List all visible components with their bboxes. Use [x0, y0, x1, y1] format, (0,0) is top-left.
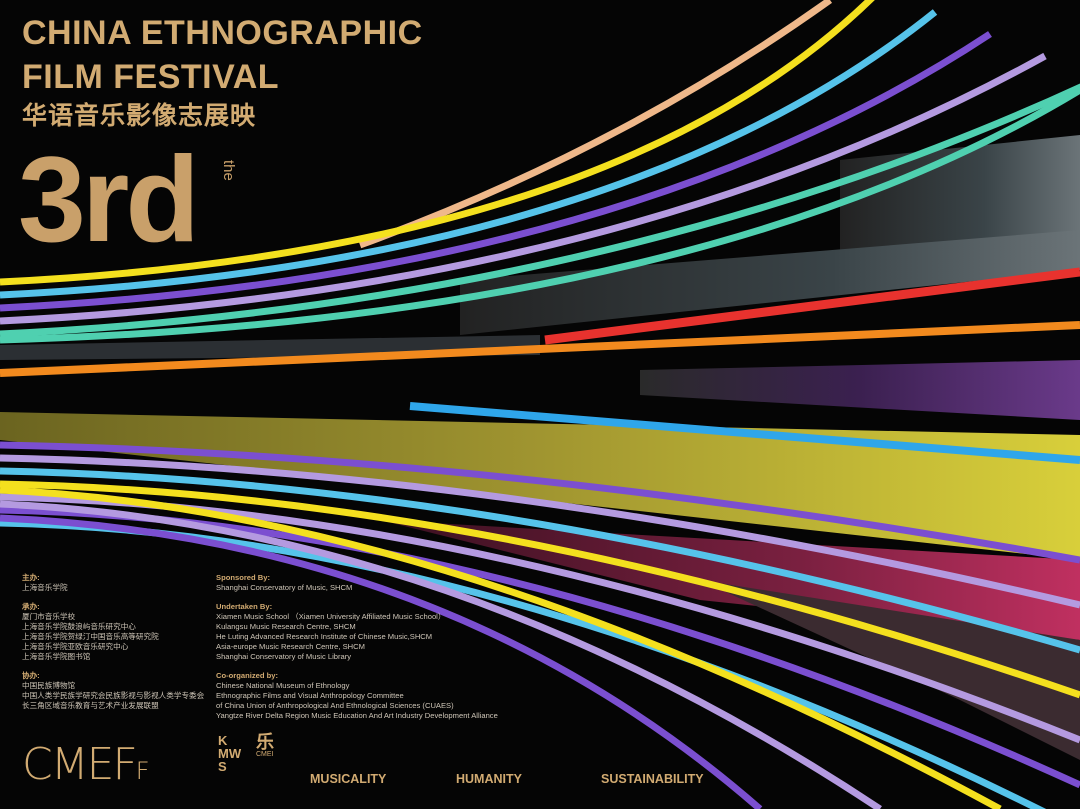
credits-english: Sponsored By: Shanghai Conservatory of Mu…	[216, 573, 498, 721]
credits-heading: 承办:	[22, 602, 40, 611]
stripe-peach	[358, 0, 833, 249]
stripe-lower	[0, 486, 1002, 809]
stripe-lower	[0, 454, 1080, 609]
credits-line: 中国人类学民族学研究会民族影视与影视人类学专委会	[22, 691, 205, 700]
tagline-musicality: MUSICALITY	[310, 772, 387, 786]
edition-number: 3rd	[18, 131, 200, 267]
film-strip	[460, 230, 1080, 335]
stripe-lower	[0, 467, 1080, 654]
credits-chinese: 主办: 上海音乐学院 承办: 厦门市音乐学校 上海音乐学院鼓浪屿音乐研究中心 上海音乐学院…	[22, 573, 210, 711]
stripe-upper	[0, 0, 875, 286]
credits-heading: Undertaken By:	[216, 602, 273, 611]
credits-line: Shanghai Conservatory of Music Library	[216, 652, 352, 661]
credits-line: Asia-europe Music Research Centre, SHCM	[216, 642, 365, 651]
tagline-sustainability: SUSTAINABILITY	[601, 772, 704, 786]
film-strip	[640, 360, 1080, 420]
credits-line: He Luting Advanced Research Institute of…	[216, 632, 433, 641]
stripe-blue	[409, 402, 1080, 464]
credits-heading: 协办:	[22, 671, 40, 680]
stripe-upper	[0, 9, 938, 299]
title-line-2: FILM FESTIVAL	[22, 58, 280, 96]
le-logo: 乐 CMEI	[256, 732, 274, 758]
title-chinese: 华语音乐影像志展映	[22, 101, 257, 130]
credits-line: 长三角区域音乐教育与艺术产业发展联盟	[22, 701, 159, 710]
stripe-upper	[0, 83, 1080, 338]
kmws-logo: K MW S	[218, 733, 242, 774]
credits-heading: Sponsored By:	[216, 573, 271, 582]
credits-line: 中国民族博物馆	[22, 681, 76, 690]
stripe-orange	[0, 321, 1080, 377]
stripe-red	[544, 267, 1080, 345]
credits-line: 上海音乐学院贺绿汀中国音乐高等研究院	[22, 632, 159, 641]
credits-line: 上海音乐学院	[22, 583, 68, 592]
cmeff-logo: CMEFF	[22, 739, 150, 790]
credits-line: Yangtze River Delta Region Music Educati…	[216, 711, 498, 720]
credits-heading: Co-organized by:	[216, 671, 279, 680]
credits-line: 上海音乐学院图书馆	[22, 652, 91, 661]
credits-line: 上海音乐学院鼓浪屿音乐研究中心	[22, 622, 136, 631]
edition-prefix: the	[220, 160, 237, 181]
title-line-1: CHINA ETHNOGRAPHIC	[22, 14, 423, 52]
stripe-upper	[0, 87, 1080, 344]
credits-line: Chinese National Museum of Ethnology	[216, 681, 350, 690]
stripe-lower	[0, 500, 882, 809]
credits-line: Shanghai Conservatory of Music, SHCM	[216, 583, 353, 592]
credits-line: of China Union of Anthropological And Et…	[216, 701, 454, 710]
credits-line: Kulangsu Music Research Centre, SHCM	[216, 622, 356, 631]
stripe-lower	[0, 514, 763, 809]
stripe-lower	[0, 480, 1080, 699]
stripe-lower	[0, 441, 1080, 564]
credits-line: 厦门市音乐学校	[22, 612, 76, 621]
stripe-upper	[0, 31, 992, 312]
tagline-humanity: HUMANITY	[456, 772, 522, 786]
credits-line: Xiamen Music School （Xiamen University A…	[216, 612, 446, 621]
credits-line: Ethnographic Films and Visual Anthropolo…	[216, 691, 404, 700]
credits-heading: 主办:	[22, 573, 40, 582]
film-strip	[0, 412, 1080, 560]
stripe-upper	[0, 52, 1047, 325]
credits-line: 上海音乐学院亚欧音乐研究中心	[22, 642, 129, 651]
